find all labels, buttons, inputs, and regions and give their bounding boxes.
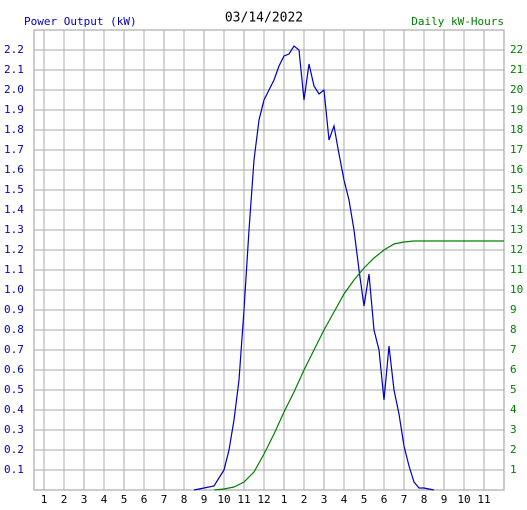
x-tick-label: 8 [181,493,188,506]
x-tick-label: 1 [41,493,48,506]
y2-tick-label: 20 [510,83,523,96]
x-tick-label: 6 [381,493,388,506]
y-tick-label: 1.5 [4,183,24,196]
x-tick-label: 6 [141,493,148,506]
y-tick-label: 0.1 [4,463,24,476]
x-tick-label: 12 [257,493,270,506]
x-tick-label: 5 [121,493,128,506]
y2-tick-label: 16 [510,163,523,176]
x-tick-label: 4 [341,493,348,506]
y2-tick-label: 12 [510,243,523,256]
x-tick-label: 5 [361,493,368,506]
x-tick-label: 2 [61,493,68,506]
y-tick-label: 0.6 [4,363,24,376]
x-tick-label: 9 [201,493,208,506]
y-tick-label: 1.6 [4,163,24,176]
y2-tick-label: 11 [510,263,523,276]
x-tick-label: 11 [237,493,250,506]
x-tick-label: 10 [457,493,470,506]
y2-tick-label: 7 [510,343,517,356]
y-tick-label: 1.2 [4,243,24,256]
y2-tick-label: 14 [510,203,524,216]
data-line [193,45,435,491]
y2-tick-label: 17 [510,143,523,156]
y2-tick-label: 5 [510,383,517,396]
x-tick-label: 7 [161,493,168,506]
y2-tick-label: 10 [510,283,523,296]
x-tick-label: 9 [441,493,448,506]
y2-tick-label: 4 [510,403,517,416]
y-tick-label: 0.4 [4,403,24,416]
y2-tick-label: 1 [510,463,517,476]
x-tick-label: 4 [101,493,108,506]
y2-tick-label: 9 [510,303,517,316]
x-tick-label: 2 [301,493,308,506]
y2-tick-label: 15 [510,183,523,196]
data-line [213,240,504,491]
x-tick-label: 7 [401,493,408,506]
y2-tick-label: 18 [510,123,523,136]
y-tick-label: 0.5 [4,383,24,396]
plot-area [33,29,505,491]
chart-title: 03/14/2022 [225,11,303,26]
y-tick-label: 0.8 [4,323,24,336]
y-tick-label: 0.2 [4,443,24,456]
y2-tick-label: 22 [510,43,523,56]
x-tick-label: 3 [81,493,88,506]
y2-tick-label: 13 [510,223,523,236]
y-tick-label: 2.1 [4,63,24,76]
y-tick-label: 1.9 [4,103,24,116]
y-tick-label: 1.8 [4,123,24,136]
y2-axis-label: Daily kW-Hours [411,15,504,28]
x-tick-label: 8 [421,493,428,506]
y2-tick-label: 8 [510,323,517,336]
x-tick-label: 1 [281,493,288,506]
y-tick-label: 1.1 [4,263,24,276]
y-tick-label: 0.9 [4,303,24,316]
y-tick-label: 0.7 [4,343,24,356]
y2-tick-label: 3 [510,423,517,436]
y2-tick-label: 19 [510,103,523,116]
x-tick-label: 11 [477,493,490,506]
x-tick-label: 10 [217,493,230,506]
y-tick-label: 1.7 [4,143,24,156]
y-axis-label: Power Output (kW) [24,15,137,28]
y-tick-label: 2.2 [4,43,24,56]
y-tick-label: 0.3 [4,423,24,436]
x-tick-label: 3 [321,493,328,506]
y-tick-label: 1.4 [4,203,24,216]
y2-tick-label: 6 [510,363,517,376]
y-tick-label: 1.3 [4,223,24,236]
y-tick-label: 2.0 [4,83,24,96]
y-tick-label: 1.0 [4,283,24,296]
y2-tick-label: 21 [510,63,523,76]
y2-tick-label: 2 [510,443,517,456]
